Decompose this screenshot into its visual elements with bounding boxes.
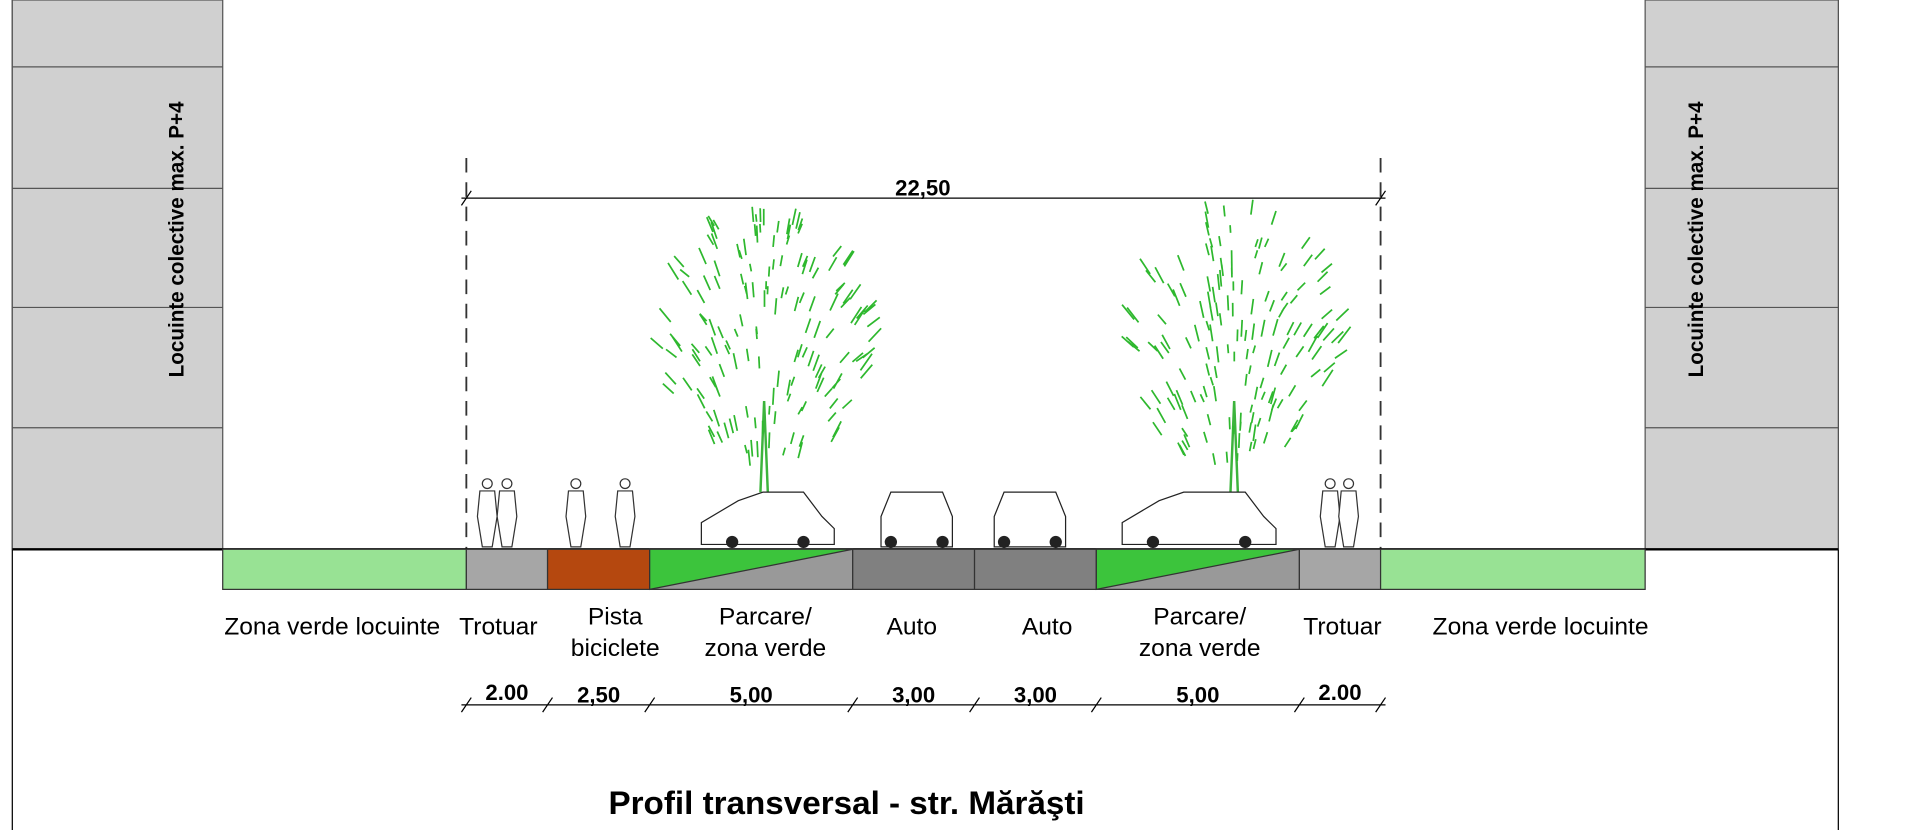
decorations xyxy=(460,199,1387,713)
segment-label: Parcare/ xyxy=(719,604,812,631)
tree-crown xyxy=(650,206,882,466)
dim-tick xyxy=(969,697,980,713)
segment-label: biciclete xyxy=(571,635,660,662)
wheel xyxy=(1146,535,1160,549)
segment-label: zona verde xyxy=(705,635,827,662)
wheel xyxy=(1239,535,1252,549)
segment-label: Zona verde locuinte xyxy=(1433,613,1649,640)
person-head xyxy=(1343,478,1355,490)
car xyxy=(993,491,1067,549)
segment xyxy=(222,548,467,590)
segment xyxy=(973,548,1097,590)
frame xyxy=(11,0,1839,830)
title: Profil transversal - str. Mărăşti xyxy=(608,784,1084,821)
green-strip xyxy=(1095,548,1300,591)
tree-trunk xyxy=(1229,400,1240,493)
segment-label: Trotuar xyxy=(1303,613,1381,640)
person-head xyxy=(1324,478,1336,490)
segment-label: Parcare/ xyxy=(1153,604,1246,631)
person-body xyxy=(1319,490,1341,548)
segment-width: 5,00 xyxy=(1176,683,1219,708)
dim-tick xyxy=(542,697,553,713)
segment xyxy=(546,548,651,590)
dim-tick xyxy=(1293,697,1305,713)
dim-tick xyxy=(460,697,472,713)
car-body xyxy=(1121,491,1277,546)
car-body xyxy=(700,491,835,546)
wheel xyxy=(797,535,810,549)
segment xyxy=(465,548,549,590)
segment-width: 5,00 xyxy=(730,683,773,708)
segment-label: zona verde xyxy=(1139,635,1261,662)
green-strip xyxy=(649,548,853,591)
wheel xyxy=(884,535,898,549)
segment-label: Pista xyxy=(588,604,643,631)
person-body xyxy=(476,490,498,548)
car xyxy=(880,491,953,549)
car xyxy=(1121,491,1277,549)
segment-label: Zona verde locuinte xyxy=(224,613,440,640)
wheel xyxy=(725,535,739,549)
segment-width: 2,50 xyxy=(577,683,620,708)
segment-label: Auto xyxy=(886,613,937,640)
total-width: 22,50 xyxy=(895,176,950,201)
person-body xyxy=(496,490,518,548)
wheel xyxy=(1049,535,1062,549)
car-body xyxy=(880,491,953,548)
person-body xyxy=(565,490,587,548)
segment-label: Trotuar xyxy=(459,613,537,640)
tree-trunk xyxy=(759,400,770,493)
wheel xyxy=(936,535,949,549)
dim-tick xyxy=(847,697,859,713)
dim-tick xyxy=(644,697,656,713)
person-head xyxy=(619,478,631,490)
segment xyxy=(1379,548,1646,590)
car-body xyxy=(993,491,1067,548)
dim-tick xyxy=(1090,697,1102,713)
segment-width: 3,00 xyxy=(892,683,935,708)
person-body xyxy=(1338,490,1360,548)
person-head xyxy=(481,478,493,490)
person-head xyxy=(501,478,513,490)
wheel xyxy=(997,535,1011,549)
building-label: Locuinte colective max. P+4 xyxy=(165,101,188,377)
person-head xyxy=(570,478,582,490)
segment-label: Auto xyxy=(1022,613,1073,640)
car xyxy=(700,491,835,549)
building-label: Locuinte colective max. P+4 xyxy=(1685,101,1708,377)
person-body xyxy=(614,490,636,548)
segment-width: 3,00 xyxy=(1014,683,1057,708)
tree-crown xyxy=(1121,199,1352,465)
segment xyxy=(1298,548,1382,590)
segment xyxy=(852,548,976,590)
dim-tick xyxy=(1375,697,1387,713)
segment-width: 2.00 xyxy=(1318,680,1361,705)
segment-width: 2.00 xyxy=(485,680,528,705)
